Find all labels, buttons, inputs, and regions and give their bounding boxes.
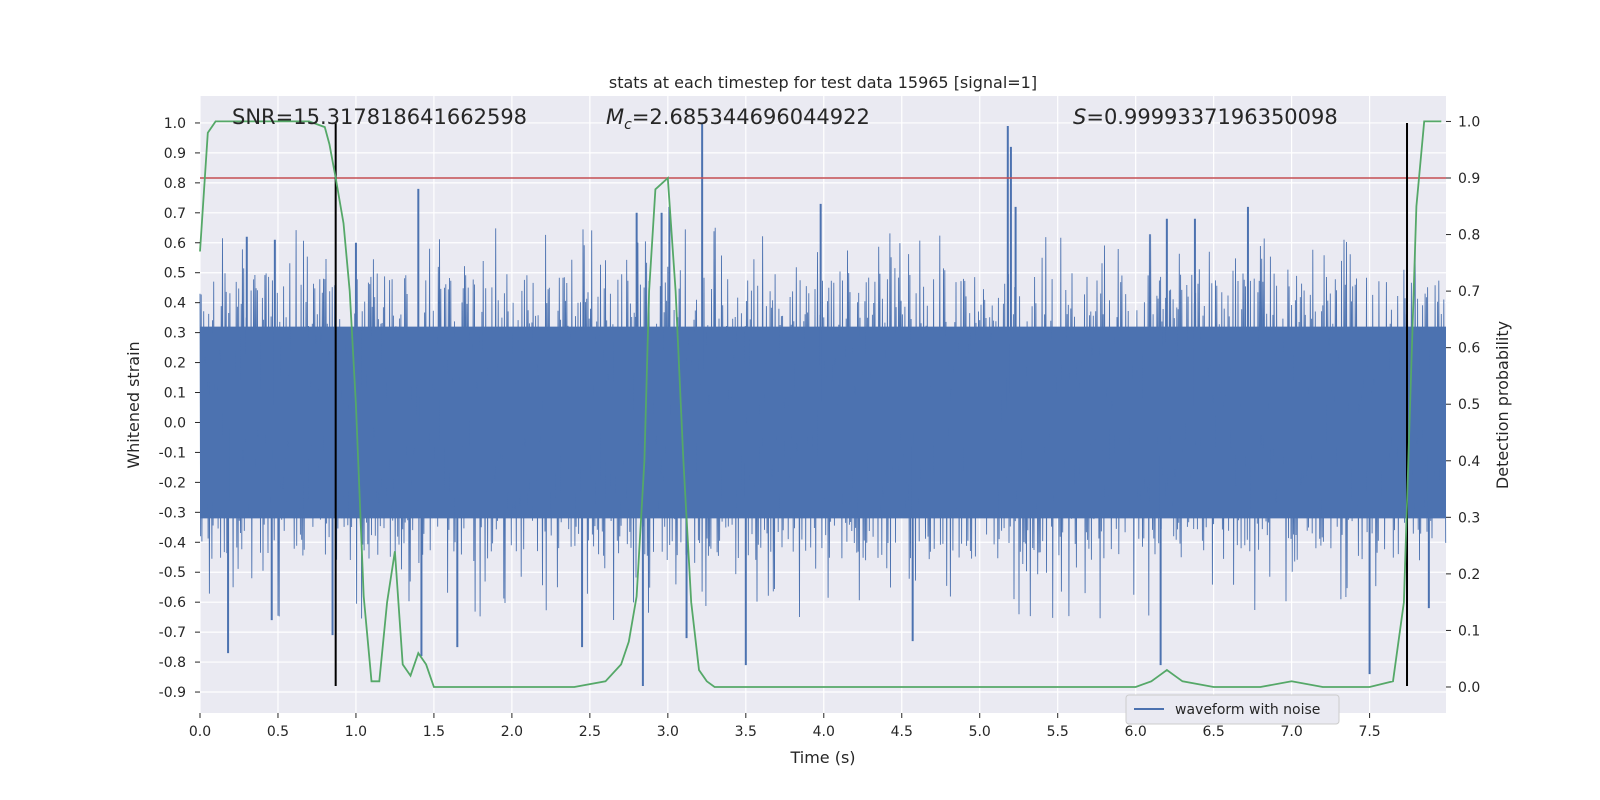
mc-value: =2.685344696044922 (632, 105, 870, 129)
y-left-tick-label: 0.8 (164, 176, 186, 192)
y-right-tick-label: 0.0 (1458, 680, 1480, 696)
y-right-tick-label: 0.4 (1458, 454, 1480, 470)
x-tick-label: 5.0 (969, 724, 991, 740)
y-left-tick-label: 0.6 (164, 236, 186, 252)
y-left-tick-label: 0.0 (164, 415, 186, 431)
x-tick-label: 2.5 (579, 724, 601, 740)
y-right-tick-label: 0.6 (1458, 341, 1480, 357)
y-left-tick-label: -0.5 (159, 565, 186, 581)
x-tick-label: 2.0 (501, 724, 523, 740)
y-right-tick-label: 1.0 (1458, 114, 1480, 130)
y-right-tick-label: 0.5 (1458, 397, 1480, 413)
x-tick-label: 3.0 (657, 724, 679, 740)
x-axis-ticks: 0.0 0.5 1.0 1.5 2.0 2.5 3.0 3.5 4.0 4.5 5.0 5.5 6.0 6… (189, 713, 1381, 740)
x-tick-label: 1.0 (345, 724, 367, 740)
y-right-axis-label: Detection probability (1493, 321, 1512, 489)
y-left-axis-ticks: 1.0 0.9 0.8 0.7 0.6 0.5 0.4 0.3 0.2 0.1 0.0 -0.1 -0.… (159, 116, 200, 701)
y-right-axis-ticks: 1.0 0.9 0.8 0.7 0.6 0.5 0.4 0.3 0.2 0.1 0.0 (1446, 114, 1480, 696)
x-tick-label: 5.5 (1047, 724, 1069, 740)
x-tick-label: 4.5 (891, 724, 913, 740)
y-left-tick-label: -0.7 (159, 625, 186, 641)
y-left-tick-label: 0.7 (164, 206, 186, 222)
waveform-line (199, 227, 1447, 621)
x-tick-label: 0.5 (267, 724, 289, 740)
y-left-tick-label: -0.6 (159, 595, 186, 611)
x-tick-label: 0.0 (189, 724, 211, 740)
x-tick-label: 7.0 (1280, 724, 1302, 740)
y-left-tick-label: -0.9 (159, 685, 186, 701)
y-left-tick-label: -0.3 (159, 505, 186, 521)
y-left-tick-label: 0.3 (164, 326, 186, 342)
y-right-tick-label: 0.1 (1458, 623, 1480, 639)
y-left-tick-label: 0.1 (164, 386, 186, 402)
vertical-markers (334, 122, 1409, 687)
y-left-tick-label: -0.8 (159, 655, 186, 671)
y-left-tick-label: 0.9 (164, 146, 186, 162)
x-tick-label: 7.5 (1358, 724, 1380, 740)
y-left-tick-label: 1.0 (164, 116, 186, 132)
snr-annotation: SNR=15.317818641662598 (232, 105, 527, 129)
probability-line (199, 120, 1442, 688)
legend-box (1125, 694, 1340, 725)
y-right-tick-label: 0.3 (1458, 510, 1480, 526)
s-value: =0.9999337196350098 (1086, 105, 1337, 129)
x-tick-label: 4.0 (813, 724, 835, 740)
y-right-tick-label: 0.7 (1458, 284, 1480, 300)
x-tick-label: 3.5 (735, 724, 757, 740)
mc-symbol: M (606, 105, 624, 129)
y-right-tick-label: 0.8 (1458, 228, 1480, 244)
y-left-tick-label: 0.2 (164, 356, 186, 372)
y-left-tick-label: -0.4 (159, 535, 186, 551)
mc-subscript: c (624, 117, 632, 133)
y-left-tick-label: 0.5 (164, 266, 186, 282)
s-symbol: S (1073, 105, 1086, 129)
y-left-tick-label: 0.4 (164, 296, 186, 312)
y-right-tick-label: 0.9 (1458, 171, 1480, 187)
x-axis-label: Time (s) (789, 748, 855, 767)
y-right-tick-label: 0.2 (1458, 567, 1480, 583)
legend-label: waveform with noise (1175, 702, 1320, 718)
legend: waveform with noise (1125, 694, 1340, 725)
x-tick-label: 1.5 (423, 724, 445, 740)
x-tick-label: 6.0 (1125, 724, 1147, 740)
y-left-tick-label: -0.2 (159, 475, 186, 491)
plot-area (199, 120, 1447, 688)
y-left-axis-label: Whitened strain (124, 341, 143, 468)
y-left-tick-label: -0.1 (159, 445, 186, 461)
chart-title: stats at each timestep for test data 159… (609, 73, 1037, 92)
x-tick-label: 6.5 (1203, 724, 1225, 740)
s-annotation: S=0.9999337196350098 (1073, 105, 1338, 129)
mc-annotation: Mc=2.685344696044922 (606, 105, 870, 133)
